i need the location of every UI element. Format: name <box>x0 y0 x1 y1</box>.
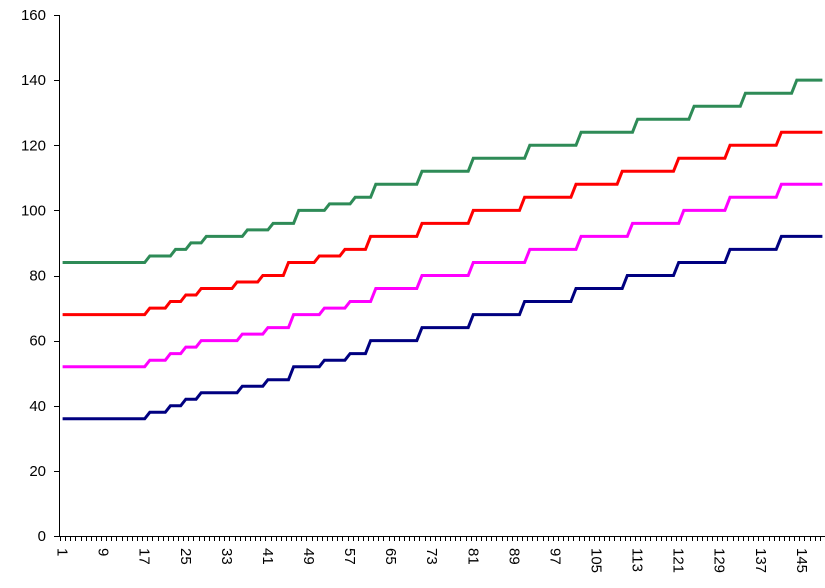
y-tick-label: 80 <box>29 268 46 285</box>
x-tick-label: 89 <box>505 548 522 565</box>
x-tick-label: 17 <box>136 548 153 565</box>
x-tick-label: 105 <box>588 548 605 573</box>
x-tick-label: 49 <box>300 548 317 565</box>
x-tick-label: 33 <box>218 548 235 565</box>
y-tick-label: 40 <box>29 398 46 415</box>
x-tick-label: 41 <box>259 548 276 565</box>
y-tick-label: 140 <box>21 72 46 89</box>
y-tick-label: 100 <box>21 202 46 219</box>
y-tick-label: 120 <box>21 137 46 154</box>
y-axis-ticks: 0 20 40 60 80 100 120 140 160 <box>21 7 60 545</box>
x-tick-label: 97 <box>546 548 563 565</box>
x-tick-label: 81 <box>464 548 481 565</box>
x-tick-label: 25 <box>177 548 194 565</box>
x-tick-label: 145 <box>793 548 810 573</box>
series-line-4 <box>62 234 823 421</box>
series-line-1 <box>62 78 823 264</box>
series-line-3 <box>62 182 823 369</box>
y-tick-label: 60 <box>29 333 46 350</box>
series-layer <box>62 78 823 421</box>
y-tick-label: 20 <box>29 463 46 480</box>
x-axis-ticks: 1 9 17 25 33 41 49 57 65 73 81 89 97 105 113 121 129 137 1… <box>54 536 821 573</box>
x-tick-label: 1 <box>54 548 71 556</box>
x-tick-label: 9 <box>95 548 112 556</box>
x-tick-label: 113 <box>629 548 646 572</box>
x-tick-label: 57 <box>341 548 358 565</box>
x-tick-label: 129 <box>711 548 728 573</box>
x-tick-label: 65 <box>382 548 399 565</box>
series-line-2 <box>62 130 823 317</box>
y-tick-label: 160 <box>21 7 46 24</box>
y-tick-label: 0 <box>38 528 46 545</box>
x-tick-label: 137 <box>752 548 769 573</box>
x-tick-label: 121 <box>670 548 687 573</box>
x-tick-label: 73 <box>423 548 440 565</box>
